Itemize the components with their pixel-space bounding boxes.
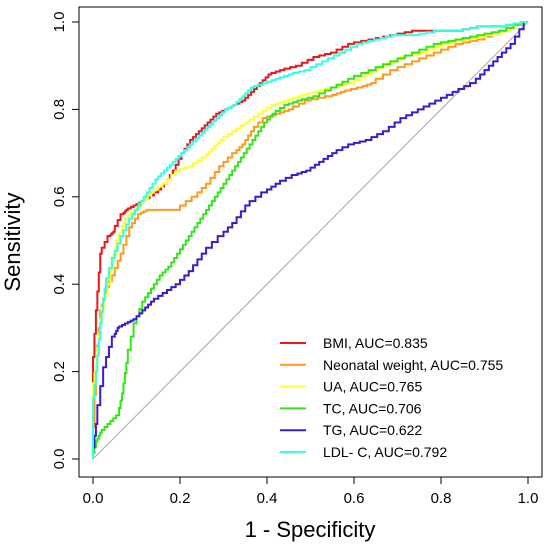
- legend-label-2: UA, AUC=0.765: [323, 379, 422, 395]
- y-tick-label-0: 0.0: [51, 449, 68, 470]
- roc-curve-0: [92, 21, 528, 459]
- roc-curve-1: [92, 21, 528, 459]
- x-axis: 0.0 0.2 0.4 0.6 0.8 1.0: [83, 476, 539, 507]
- roc-curve-4: [92, 21, 528, 459]
- y-tick-label-1: 0.2: [51, 361, 68, 382]
- x-tick-label-5: 1.0: [518, 490, 539, 507]
- y-axis-title: Sensitivity: [0, 192, 25, 291]
- y-tick-label-4: 0.8: [51, 99, 68, 120]
- legend-label-5: LDL- C, AUC=0.792: [323, 444, 447, 460]
- x-tick-label-3: 0.6: [344, 490, 365, 507]
- legend: BMI, AUC=0.835 Neonatal weight, AUC=0.755…: [280, 335, 503, 460]
- legend-label-4: TG, AUC=0.622: [323, 422, 422, 438]
- roc-curve-5: [92, 21, 528, 459]
- x-tick-label-0: 0.0: [83, 490, 104, 507]
- legend-label-0: BMI, AUC=0.835: [323, 335, 428, 351]
- x-tick-label-2: 0.4: [257, 490, 278, 507]
- y-tick-label-2: 0.4: [51, 274, 68, 295]
- x-tick-label-1: 0.2: [170, 490, 191, 507]
- x-tick-label-4: 0.8: [431, 490, 452, 507]
- roc-curve-2: [92, 21, 528, 459]
- y-axis: 0.0 0.2 0.4 0.6 0.8 1.0: [51, 12, 80, 470]
- roc-curve-3: [92, 21, 528, 459]
- series-layer: [92, 21, 528, 459]
- reference-diagonal: [92, 21, 529, 460]
- x-axis-title: 1 - Specificity: [245, 517, 376, 542]
- y-tick-label-3: 0.6: [51, 186, 68, 207]
- y-tick-label-5: 1.0: [51, 12, 68, 33]
- legend-label-1: Neonatal weight, AUC=0.755: [323, 357, 503, 373]
- legend-label-3: TC, AUC=0.706: [323, 400, 422, 416]
